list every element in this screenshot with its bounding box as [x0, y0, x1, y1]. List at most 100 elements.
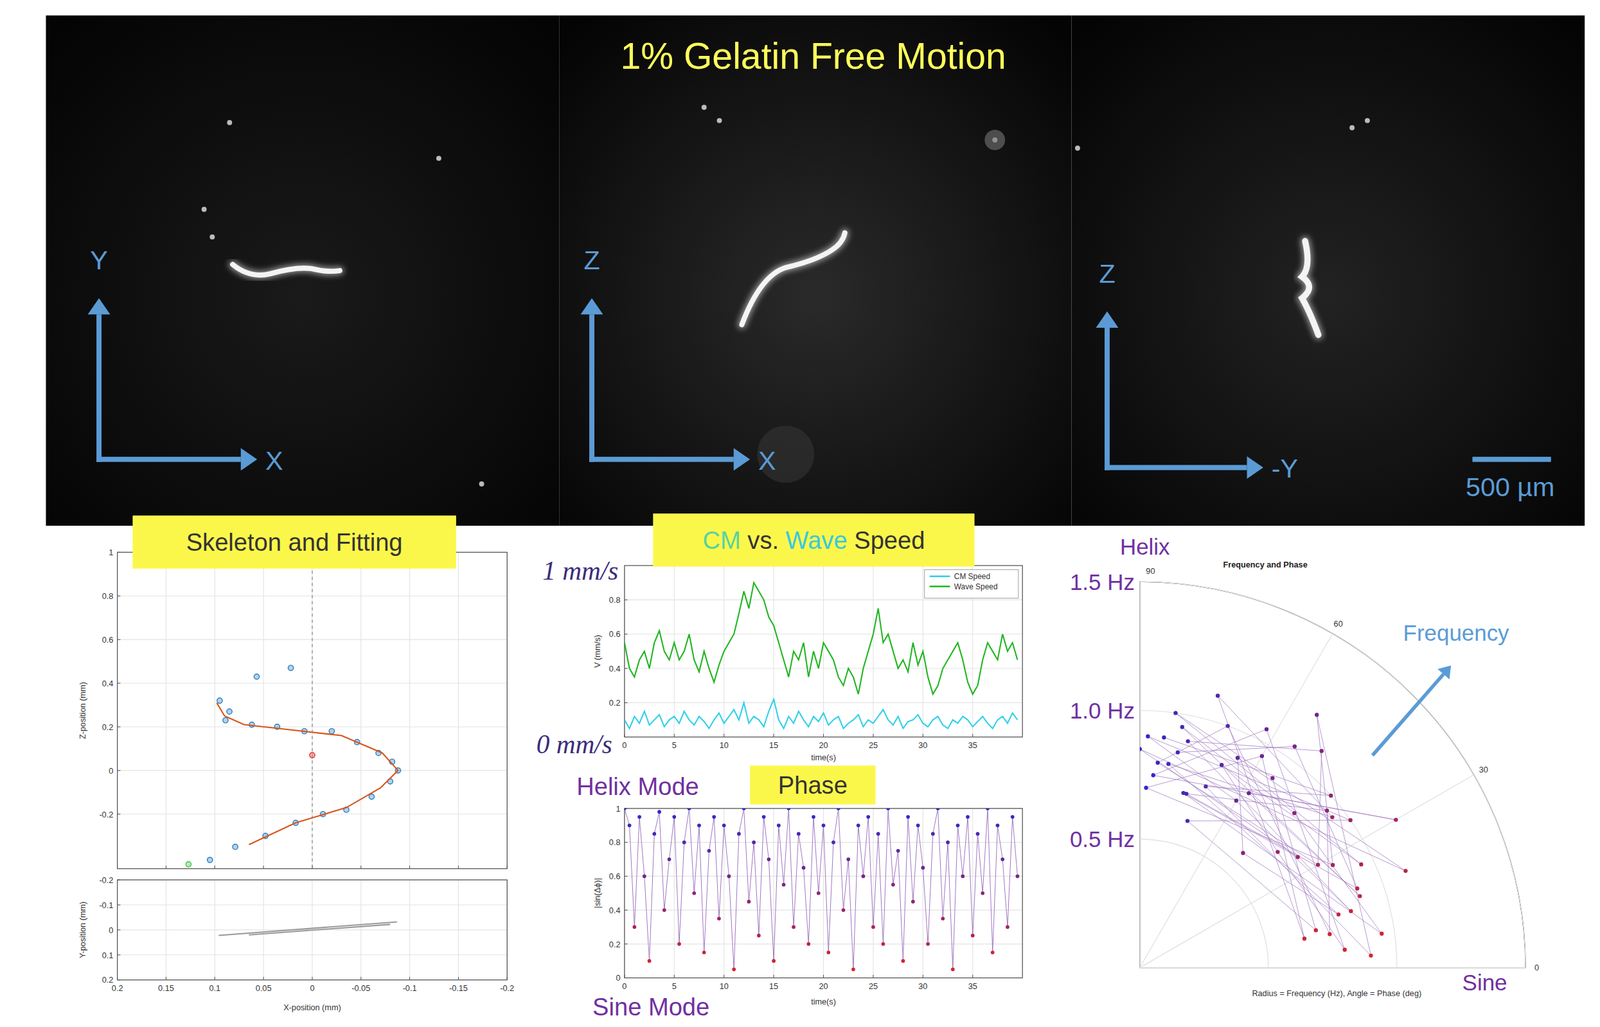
image-panel	[1071, 15, 1585, 526]
axis-name: Z	[583, 245, 600, 276]
point	[1314, 712, 1319, 717]
tick-mark	[723, 974, 725, 978]
point	[940, 916, 945, 921]
axis-title: X-position (mm)	[283, 1003, 342, 1013]
data-group	[624, 808, 1020, 971]
tick-mark	[624, 702, 628, 703]
tick-label: 0	[615, 973, 621, 983]
plot-area	[117, 551, 508, 869]
point	[637, 814, 642, 819]
point	[841, 907, 846, 912]
tick-mark	[165, 865, 167, 869]
tick-mark	[117, 726, 121, 727]
point	[185, 861, 191, 867]
speck	[701, 104, 707, 110]
point	[976, 832, 980, 836]
tick-mark	[117, 769, 121, 771]
frequency-arrow-shaft	[1372, 674, 1444, 756]
point	[951, 967, 955, 972]
tick-label: 30	[918, 981, 928, 991]
point	[1379, 931, 1384, 936]
grid-arc	[1139, 581, 1526, 968]
tick-mark	[773, 733, 775, 738]
point	[217, 697, 223, 703]
chart-title: Phase	[778, 771, 848, 799]
tick-mark	[458, 976, 459, 980]
point	[1264, 726, 1269, 731]
series-line	[624, 582, 1018, 694]
point	[916, 823, 921, 827]
tick-mark	[624, 599, 628, 601]
data-group	[1137, 693, 1408, 958]
point	[1260, 753, 1264, 758]
tick-mark	[624, 943, 628, 944]
point	[1336, 912, 1341, 917]
title-word: Wave	[778, 526, 848, 554]
tick-label: 0.2	[609, 698, 621, 708]
tick-mark	[674, 974, 675, 978]
point	[697, 823, 702, 827]
grid-line	[165, 551, 167, 869]
tick-label: 15	[769, 981, 779, 991]
speck	[201, 206, 207, 213]
tick-label: 1	[615, 804, 621, 814]
tick-mark	[214, 976, 216, 980]
point	[751, 840, 756, 845]
point	[1348, 908, 1353, 913]
background	[0, 0, 1600, 1027]
point	[672, 814, 676, 819]
tick-mark	[624, 841, 628, 843]
tick-label: 0	[108, 925, 114, 935]
point	[657, 809, 662, 814]
frequency-arrow-head	[1437, 665, 1451, 680]
tick-label: 0	[622, 981, 627, 991]
tick-mark	[624, 633, 628, 635]
tick-label: 1.5 Hz	[1069, 569, 1135, 595]
point	[762, 814, 766, 819]
tick-label: 35	[968, 981, 978, 991]
point	[856, 823, 861, 827]
title-box	[749, 765, 876, 804]
axis-arrow-shaft	[1104, 327, 1110, 471]
point	[782, 882, 786, 887]
tick-label: 0	[1534, 963, 1539, 973]
point	[846, 857, 851, 862]
point	[1173, 710, 1178, 715]
tick-label: 1.0 Hz	[1069, 697, 1135, 723]
point	[627, 823, 632, 827]
point	[1403, 868, 1408, 873]
tick-label: 0.6	[609, 871, 621, 881]
point	[945, 840, 950, 845]
point	[707, 848, 712, 853]
point	[742, 808, 747, 811]
grid-line	[214, 551, 216, 869]
series-line	[248, 924, 391, 935]
point	[1330, 814, 1334, 819]
point	[1005, 925, 1010, 930]
grid-line	[823, 565, 824, 738]
tick-label: -0.15	[449, 983, 468, 993]
series-line	[218, 921, 398, 935]
tick-label: 0.2	[111, 983, 124, 993]
axis-name: X	[265, 445, 284, 476]
plot-area	[624, 565, 1023, 738]
worm-glow	[741, 232, 845, 325]
point	[632, 925, 637, 930]
speck	[209, 234, 215, 240]
axis-arrow-shaft	[589, 456, 734, 463]
tick-mark	[117, 813, 121, 815]
point	[727, 874, 732, 879]
tick-label: 60	[1333, 619, 1343, 629]
point	[1359, 862, 1363, 867]
grid-line	[624, 909, 1023, 911]
tick-label: 25	[868, 740, 878, 750]
grid-line	[674, 565, 675, 738]
tick-mark	[972, 733, 973, 738]
plot-area	[624, 808, 1023, 978]
worm	[741, 232, 845, 325]
tick-label: 1	[108, 548, 114, 558]
grid-line	[117, 954, 508, 955]
point	[1145, 734, 1150, 739]
point	[1215, 693, 1220, 698]
annotation: Helix Mode	[576, 773, 700, 800]
